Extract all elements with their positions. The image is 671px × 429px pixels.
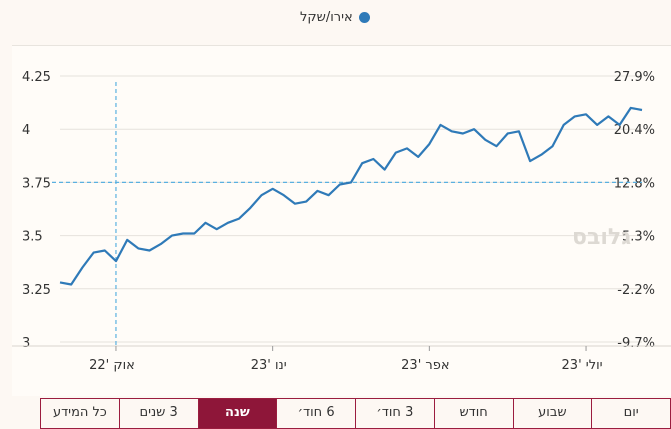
legend: אירו/שקל: [300, 8, 370, 26]
right-axis-label: 12.8%: [614, 176, 655, 191]
tab-range-1[interactable]: שבוע: [512, 399, 592, 429]
tab-range-6[interactable]: 3 שנים: [118, 399, 198, 429]
legend-label: אירו/שקל: [300, 9, 353, 25]
legend-swatch: [358, 11, 370, 23]
watermark-logo: גלובס: [572, 225, 631, 250]
tab-range-0[interactable]: יום: [591, 399, 671, 429]
right-axis-label: -9.7%: [617, 336, 655, 351]
y-tick-label: 3.75: [22, 176, 51, 191]
line-chart[interactable]: 3 3.25 3.5 3.75 4 4.25 27.9% 20.4% 12.8% 5.3% -2.2…: [12, 46, 671, 396]
series-line[interactable]: [59, 106, 643, 286]
y-tick-label: 4.25: [22, 70, 51, 85]
y-tick-label: 4: [22, 123, 30, 138]
x-tick-label: יולי '23: [562, 358, 603, 373]
tab-range-3[interactable]: 3 חוד׳: [355, 399, 434, 429]
x-tick-label: ינו '23: [251, 358, 287, 373]
header-strip: [0, 0, 671, 44]
right-axis-label: 27.9%: [614, 70, 655, 85]
time-range-tabs: יום שבוע חודש 3 חוד׳ 6 חוד׳ שנה 3 שנים כל המידע: [40, 398, 671, 429]
y-tick-label: 3: [22, 336, 30, 351]
y-tick-label: 3.25: [22, 283, 51, 298]
tab-range-4[interactable]: 6 חוד׳: [276, 399, 355, 429]
right-axis-label: -2.2%: [617, 283, 655, 298]
tab-range-7[interactable]: כל המידע: [40, 399, 119, 429]
y-tick-label: 3.5: [22, 230, 43, 245]
x-tick-label: אפר '23: [401, 358, 449, 373]
tab-range-5[interactable]: שנה: [197, 399, 277, 429]
right-axis-label: 20.4%: [614, 123, 655, 138]
chart-panel[interactable]: 3 3.25 3.5 3.75 4 4.25 27.9% 20.4% 12.8% 5.3% -2.2…: [12, 45, 671, 396]
right-axis-label: 5.3%: [622, 230, 655, 245]
x-tick-label: אוק '22: [89, 358, 135, 373]
tab-range-2[interactable]: חודש: [433, 399, 513, 429]
